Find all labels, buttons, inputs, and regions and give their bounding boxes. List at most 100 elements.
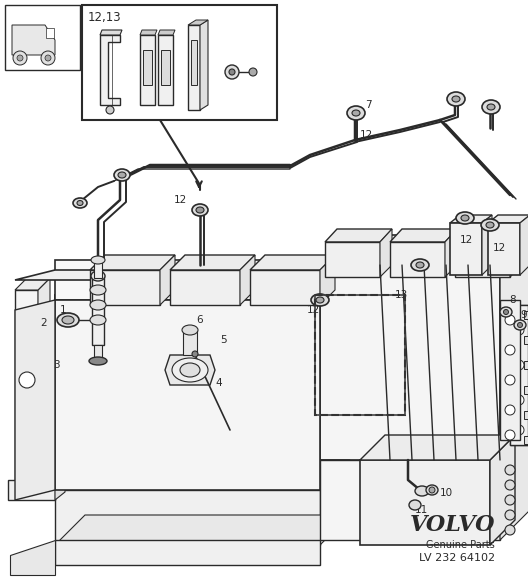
Circle shape bbox=[517, 322, 523, 328]
Circle shape bbox=[505, 510, 515, 520]
Text: 6: 6 bbox=[196, 315, 203, 325]
Ellipse shape bbox=[118, 172, 126, 178]
Ellipse shape bbox=[114, 169, 130, 181]
Ellipse shape bbox=[311, 294, 329, 306]
Polygon shape bbox=[55, 265, 350, 295]
Polygon shape bbox=[55, 295, 320, 490]
Ellipse shape bbox=[487, 104, 495, 110]
Polygon shape bbox=[325, 242, 380, 277]
Ellipse shape bbox=[90, 315, 106, 325]
Polygon shape bbox=[510, 305, 528, 445]
Text: 12: 12 bbox=[493, 243, 506, 253]
Polygon shape bbox=[320, 235, 528, 265]
Polygon shape bbox=[380, 229, 392, 277]
Ellipse shape bbox=[347, 106, 365, 120]
Polygon shape bbox=[15, 290, 38, 490]
Polygon shape bbox=[455, 229, 522, 242]
Polygon shape bbox=[55, 260, 320, 300]
Polygon shape bbox=[325, 229, 392, 242]
Ellipse shape bbox=[411, 259, 429, 271]
Ellipse shape bbox=[91, 256, 105, 264]
Ellipse shape bbox=[89, 357, 107, 365]
Ellipse shape bbox=[426, 485, 438, 495]
Polygon shape bbox=[55, 540, 320, 565]
Polygon shape bbox=[240, 255, 255, 305]
Polygon shape bbox=[500, 235, 528, 460]
Polygon shape bbox=[510, 305, 528, 445]
Text: 8: 8 bbox=[509, 295, 516, 305]
Circle shape bbox=[106, 106, 114, 114]
Polygon shape bbox=[12, 25, 55, 55]
Text: 12: 12 bbox=[307, 305, 320, 315]
Polygon shape bbox=[360, 435, 515, 460]
Ellipse shape bbox=[481, 219, 499, 231]
Ellipse shape bbox=[57, 313, 79, 327]
Circle shape bbox=[192, 351, 198, 357]
Polygon shape bbox=[320, 460, 500, 540]
Ellipse shape bbox=[461, 215, 469, 221]
Circle shape bbox=[429, 487, 435, 493]
Polygon shape bbox=[10, 540, 55, 575]
Ellipse shape bbox=[415, 486, 429, 496]
Polygon shape bbox=[390, 242, 445, 277]
Bar bbox=[500, 300, 520, 440]
Circle shape bbox=[505, 375, 515, 385]
Bar bbox=[92, 275, 104, 345]
Polygon shape bbox=[488, 223, 520, 275]
Bar bbox=[46, 28, 54, 38]
Polygon shape bbox=[170, 255, 255, 270]
Polygon shape bbox=[158, 35, 173, 105]
Text: LV 232 64102: LV 232 64102 bbox=[419, 553, 495, 563]
Polygon shape bbox=[90, 270, 160, 305]
Polygon shape bbox=[500, 430, 528, 540]
Polygon shape bbox=[450, 223, 482, 275]
Text: VOLVO: VOLVO bbox=[410, 514, 495, 536]
Ellipse shape bbox=[90, 300, 106, 310]
Ellipse shape bbox=[192, 204, 208, 216]
Circle shape bbox=[17, 55, 23, 61]
Polygon shape bbox=[188, 20, 208, 25]
Polygon shape bbox=[320, 265, 500, 460]
Text: 11: 11 bbox=[415, 505, 428, 515]
Ellipse shape bbox=[452, 96, 460, 102]
Ellipse shape bbox=[180, 363, 200, 377]
Text: Genuine Parts: Genuine Parts bbox=[426, 540, 495, 550]
Ellipse shape bbox=[77, 200, 83, 206]
Circle shape bbox=[19, 372, 35, 388]
Polygon shape bbox=[360, 460, 490, 545]
Text: 12: 12 bbox=[460, 235, 473, 245]
Ellipse shape bbox=[409, 500, 421, 510]
Ellipse shape bbox=[416, 262, 424, 268]
Polygon shape bbox=[140, 30, 157, 35]
Circle shape bbox=[45, 55, 51, 61]
Circle shape bbox=[505, 495, 515, 505]
Polygon shape bbox=[15, 278, 50, 290]
Bar bbox=[161, 50, 170, 85]
Circle shape bbox=[13, 51, 27, 65]
Bar bbox=[143, 50, 152, 85]
Ellipse shape bbox=[172, 358, 208, 382]
Circle shape bbox=[514, 360, 524, 370]
Circle shape bbox=[249, 68, 257, 76]
Ellipse shape bbox=[182, 325, 198, 335]
Bar bbox=[524, 336, 528, 344]
Polygon shape bbox=[188, 25, 200, 110]
Bar bbox=[5, 5, 80, 70]
Bar bbox=[524, 311, 528, 319]
Polygon shape bbox=[160, 255, 175, 305]
Bar bbox=[315, 295, 405, 415]
Circle shape bbox=[514, 325, 524, 335]
Polygon shape bbox=[520, 215, 528, 275]
Polygon shape bbox=[450, 215, 492, 223]
Text: 3: 3 bbox=[53, 360, 60, 370]
Bar bbox=[94, 345, 102, 360]
Polygon shape bbox=[8, 480, 55, 500]
Polygon shape bbox=[38, 278, 50, 490]
Circle shape bbox=[514, 425, 524, 435]
Polygon shape bbox=[100, 30, 122, 35]
Text: 12: 12 bbox=[174, 195, 187, 205]
Circle shape bbox=[505, 315, 515, 325]
Polygon shape bbox=[140, 35, 155, 105]
Polygon shape bbox=[55, 300, 320, 490]
Circle shape bbox=[505, 405, 515, 415]
